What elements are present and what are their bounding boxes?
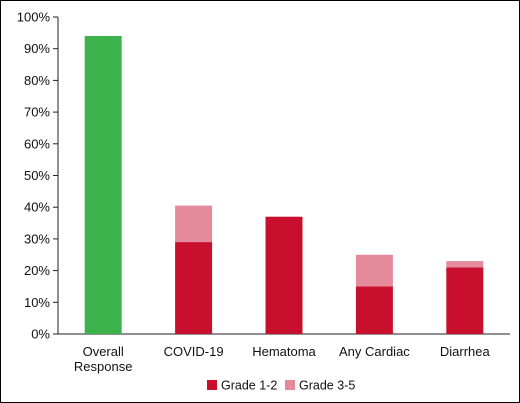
y-tick-label: 50% (24, 168, 50, 183)
bar-covid-19-grade-1-2 (175, 242, 213, 334)
bar-covid-19-grade-3-5 (175, 205, 213, 243)
legend-label: Grade 1-2 (221, 379, 277, 393)
bar-any-cardiac-grade-1-2 (355, 286, 393, 334)
y-tick-label: 20% (24, 263, 50, 278)
legend-swatch-grade-1-2 (207, 380, 217, 390)
x-category-label: Hematoma (252, 344, 316, 359)
x-category-label: Response (74, 359, 133, 374)
y-tick-label: 90% (24, 41, 50, 56)
y-tick-label: 100% (17, 10, 51, 25)
y-tick-label: 70% (24, 105, 50, 120)
bar-diarrhea-grade-1-2 (446, 267, 484, 334)
legend-label: Grade 3-5 (299, 379, 355, 393)
bar-overall-response (84, 36, 122, 335)
y-tick-label: 10% (24, 295, 50, 310)
y-tick-label: 40% (24, 200, 50, 215)
y-tick-label: 60% (24, 136, 50, 151)
bar-any-cardiac-grade-3-5 (355, 254, 393, 287)
legend-swatch-grade-3-5 (285, 380, 295, 390)
bar-hematoma-grade-1-2 (265, 216, 303, 334)
x-category-label: Overall (83, 344, 124, 359)
y-tick-label: 80% (24, 73, 50, 88)
y-tick-label: 30% (24, 231, 50, 246)
bar-diarrhea-grade-3-5 (446, 261, 484, 268)
x-category-label: COVID-19 (164, 344, 224, 359)
x-category-label: Diarrhea (440, 344, 491, 359)
y-tick-label: 0% (31, 327, 50, 342)
x-category-label: Any Cardiac (339, 344, 410, 359)
